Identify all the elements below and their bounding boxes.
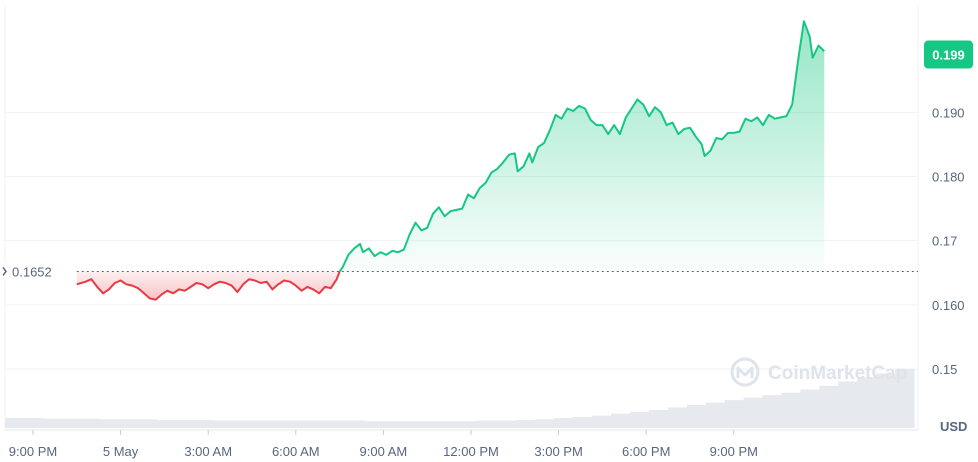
volume-bar (762, 395, 783, 428)
y-tick-label: 0.17 (932, 234, 957, 249)
volume-bar (478, 420, 498, 428)
volume-bar (421, 421, 442, 428)
volume-bar (611, 413, 631, 428)
x-tick-label: 6:00 AM (272, 444, 320, 459)
volume-bar (80, 418, 101, 428)
baseline: 0.1652 (0, 262, 918, 281)
x-tick-label: 9:00 PM (9, 444, 57, 459)
volume-bar (535, 419, 555, 428)
volume-bar (345, 420, 366, 428)
volume-bar (629, 411, 650, 428)
current-price-badge-bg (924, 40, 973, 69)
volume-bar (459, 421, 480, 428)
currency-unit-label: USD (940, 419, 967, 434)
volume-bar (800, 389, 820, 428)
volume-bar (364, 421, 385, 428)
x-axis: 9:00 PM 5 May 3:00 AM 6:00 AM 9:00 AM 12:00 P… (9, 430, 758, 459)
baseline-chevron-icon (2, 267, 7, 276)
volume-bar (402, 421, 423, 428)
x-tick-label: 3:00 PM (534, 444, 582, 459)
volume-bar (213, 420, 233, 428)
volume-bar (326, 420, 347, 428)
volume-bar (23, 418, 44, 428)
volume-bar (251, 420, 271, 428)
volume-bar (648, 410, 669, 428)
volume-bar (876, 373, 896, 428)
volume-bar (137, 419, 158, 428)
volume-bar (497, 420, 517, 428)
price-line (76, 20, 826, 301)
volume-bar (686, 405, 707, 428)
down-price-line (76, 271, 341, 301)
volume-bar (383, 421, 404, 428)
x-tick-label: 12:00 PM (443, 444, 499, 459)
volume-bar (592, 415, 612, 428)
volume-bar (156, 419, 177, 428)
coinmarketcap-logo-icon (730, 357, 760, 387)
volume-bar (118, 419, 139, 428)
price-area (76, 21, 825, 300)
up-price-line (338, 20, 826, 273)
volume-bar (554, 418, 574, 428)
watermark-text: CoinMarketCap (768, 363, 907, 384)
volume-bar (743, 397, 764, 428)
volume-bar (819, 385, 839, 428)
volume-bar (42, 418, 63, 428)
volume-bar (440, 421, 461, 428)
y-tick-label: 0.15 (932, 362, 957, 377)
y-tick-label: 0.180 (932, 169, 965, 184)
y-tick-label: 0.160 (932, 298, 965, 313)
current-price-badge: 0.199 (924, 40, 973, 69)
x-tick-label: 9:00 PM (710, 444, 758, 459)
volume-bar (516, 419, 536, 428)
volume-bar (194, 419, 214, 428)
y-axis: 0.190 0.180 0.17 0.160 0.15 USD (932, 105, 967, 434)
down-area-fill (76, 271, 340, 300)
volume-bar (61, 418, 82, 428)
volume-bar (99, 419, 120, 428)
volume-bar (573, 416, 593, 428)
baseline-label: 0.1652 (12, 264, 52, 279)
volume-bar (289, 420, 309, 428)
volume-bar (705, 402, 726, 428)
current-price-label: 0.199 (932, 48, 965, 63)
x-tick-label: 3:00 AM (184, 444, 232, 459)
volume-bar (270, 420, 290, 428)
y-tick-label: 0.190 (932, 105, 965, 120)
volume-bar (857, 377, 877, 428)
x-tick-label: 5 May (103, 444, 139, 459)
volume-bar (667, 407, 688, 428)
watermark: CoinMarketCap (730, 357, 907, 387)
volume-bar (781, 392, 801, 428)
volume-bar (895, 369, 915, 428)
baseline-label-bg (0, 262, 60, 281)
volume-bars (5, 369, 915, 428)
x-tick-label: 9:00 AM (360, 444, 408, 459)
x-tick-label: 6:00 PM (622, 444, 670, 459)
up-area-fill (339, 21, 825, 272)
volume-bar (308, 420, 328, 428)
volume-bar (724, 400, 745, 428)
volume-bar (5, 418, 25, 428)
volume-bar (232, 420, 252, 428)
volume-bar (175, 419, 195, 428)
volume-bar (838, 381, 858, 428)
